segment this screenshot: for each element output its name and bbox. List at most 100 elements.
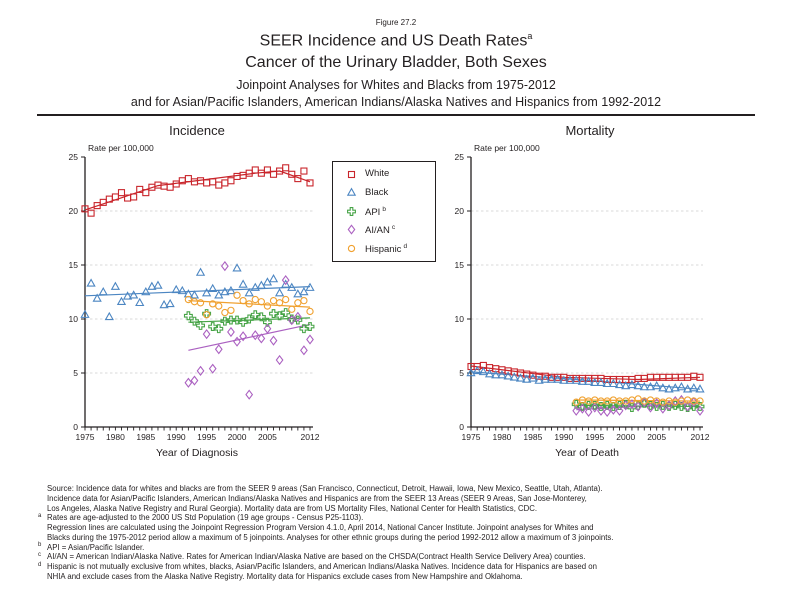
data-point-marker: [110, 281, 121, 290]
data-point-marker: [183, 311, 193, 321]
axis-tick-label: 1980: [106, 432, 125, 442]
data-point-marker: [250, 282, 260, 291]
data-point-marker: [251, 295, 259, 304]
data-point-marker: [215, 181, 223, 189]
data-point-marker: [478, 366, 489, 376]
data-point-marker: [484, 369, 495, 378]
data-point-marker: [282, 295, 290, 304]
footnote-line: c AI/AN = American Indian/Alaska Native. …: [38, 552, 767, 562]
data-point-marker: [209, 178, 217, 186]
data-point-marker: [190, 298, 199, 306]
data-point-marker: [226, 285, 236, 295]
footnote-text: Rates are age-adjusted to the 2000 US St…: [47, 513, 364, 523]
data-point-marker: [676, 402, 686, 411]
data-point-marker: [165, 298, 175, 308]
data-point-marker: [80, 309, 90, 318]
data-point-marker: [597, 405, 605, 416]
axis-tick-label: 2005: [258, 432, 277, 442]
footnote-line: b API = Asian/Pacific Islander.: [38, 542, 767, 553]
data-point-marker: [627, 379, 637, 389]
data-point-marker: [615, 405, 624, 416]
plus-marker-icon: [347, 206, 356, 216]
data-point-marker: [263, 323, 272, 334]
data-point-marker: [577, 376, 588, 385]
data-point-marker: [690, 372, 698, 380]
data-point-marker: [177, 285, 187, 295]
data-point-marker: [166, 183, 174, 191]
data-point-marker: [553, 374, 563, 383]
data-point-marker: [190, 375, 199, 386]
data-point-marker: [263, 302, 272, 310]
data-point-marker: [233, 291, 241, 299]
data-point-marker: [534, 375, 544, 384]
data-point-marker: [608, 402, 618, 411]
circle-marker-icon: [347, 244, 356, 253]
data-point-marker: [196, 365, 205, 376]
data-point-marker: [695, 384, 705, 393]
legend-item-black: Black: [345, 186, 435, 199]
axis-tick-label: 15: [455, 260, 465, 270]
data-point-marker: [682, 384, 693, 393]
data-point-marker: [306, 334, 314, 345]
data-point-marker: [250, 310, 260, 320]
data-point-marker: [559, 375, 569, 384]
data-point-marker: [603, 406, 612, 417]
axis-tick-label: 1990: [167, 432, 186, 442]
footnote-line: Source: Incidence data for whites and bl…: [47, 484, 767, 494]
data-point-marker: [614, 379, 625, 389]
data-point-marker: [244, 288, 254, 297]
data-point-marker: [689, 397, 698, 408]
footnotes: Source: Incidence data for whites and bl…: [38, 484, 767, 582]
data-point-marker: [305, 282, 315, 291]
data-point-marker: [171, 284, 181, 294]
footnote-marker-a: a: [38, 512, 42, 519]
mortality-y-axis-label: Rate per 100,000: [474, 143, 540, 153]
data-point-marker: [306, 307, 314, 316]
mortality-chart: 0 5 10 15 20 25 1975 1980 1985 1990 1995 2000 2005 20…: [455, 152, 710, 442]
legend-item-hispanic: Hispanic d: [345, 242, 435, 255]
data-point-marker: [305, 322, 315, 332]
data-point-marker: [202, 311, 211, 319]
data-point-marker: [696, 397, 704, 405]
data-point-marker: [294, 299, 302, 307]
data-point-marker: [515, 373, 526, 382]
footnote-line: Incidence data for Asian/Pacific Islande…: [47, 494, 767, 504]
data-point-marker: [233, 172, 241, 180]
data-point-marker: [98, 286, 108, 296]
data-point-marker: [683, 403, 693, 413]
axis-tick-label: 25: [69, 152, 79, 162]
legend-item-ai-an: AI/AN c: [345, 223, 435, 236]
data-point-marker: [87, 209, 95, 217]
axis-tick-label: 1985: [136, 432, 155, 442]
data-point-marker: [497, 370, 507, 379]
data-point-marker: [306, 179, 314, 187]
data-point-marker: [275, 299, 284, 307]
divider-rule: [37, 114, 755, 116]
data-point-marker: [300, 345, 308, 356]
legend-label: API b: [365, 205, 386, 218]
data-point-marker: [640, 397, 649, 408]
data-point-marker: [251, 330, 260, 341]
data-point-marker: [190, 316, 199, 326]
footnote-text: Hispanic is not mutually exclusive from …: [47, 562, 597, 571]
trend-line: [188, 317, 311, 323]
footnote-marker-b: b: [38, 542, 42, 548]
data-point-marker: [658, 383, 668, 392]
data-point-marker: [300, 167, 308, 175]
data-point-marker: [275, 354, 284, 366]
data-point-marker: [196, 299, 205, 307]
data-point-marker: [281, 308, 291, 317]
data-point-marker: [652, 380, 662, 390]
data-point-marker: [184, 175, 192, 183]
footnote-text: Incidence data for Asian/Pacific Islande…: [47, 493, 587, 503]
figure-subtitle: Cancer of the Urinary Bladder, Both Sexe…: [245, 54, 547, 71]
footnote-line: d Hispanic is not mutually exclusive from…: [38, 562, 767, 572]
legend: White Black API b AI/AN c Hispanic d: [332, 161, 436, 262]
data-point-marker: [676, 382, 687, 391]
data-point-marker: [221, 308, 229, 317]
data-point-marker: [634, 374, 642, 382]
data-point-marker: [214, 324, 224, 334]
footnote-line: NHIA and exclude cases from the Alaska N…: [47, 572, 767, 582]
